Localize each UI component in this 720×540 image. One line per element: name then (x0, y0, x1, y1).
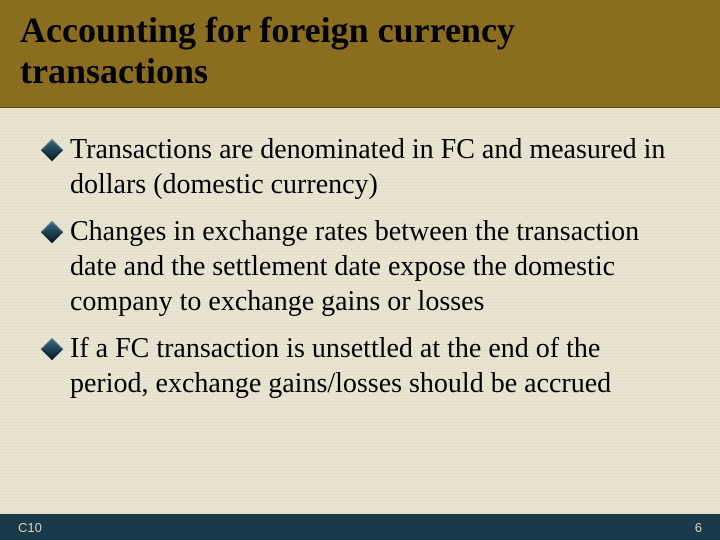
slide-title: Accounting for foreign currency transact… (20, 10, 700, 93)
diamond-bullet-icon (41, 220, 64, 243)
bullet-item: Transactions are denominated in FC and m… (44, 132, 684, 202)
slide: Accounting for foreign currency transact… (0, 0, 720, 540)
diamond-bullet-icon (41, 337, 64, 360)
footer-right: 6 (695, 520, 702, 535)
bullet-text: Transactions are denominated in FC and m… (70, 132, 684, 202)
title-band: Accounting for foreign currency transact… (0, 0, 720, 108)
diamond-bullet-icon (41, 138, 64, 161)
bullet-text: Changes in exchange rates between the tr… (70, 214, 684, 319)
bullet-item: Changes in exchange rates between the tr… (44, 214, 684, 319)
bullet-text: If a FC transaction is unsettled at the … (70, 331, 684, 401)
content-area: Transactions are denominated in FC and m… (0, 108, 720, 401)
footer-bar: C10 6 (0, 514, 720, 540)
bullet-item: If a FC transaction is unsettled at the … (44, 331, 684, 401)
footer-left: C10 (18, 520, 42, 535)
